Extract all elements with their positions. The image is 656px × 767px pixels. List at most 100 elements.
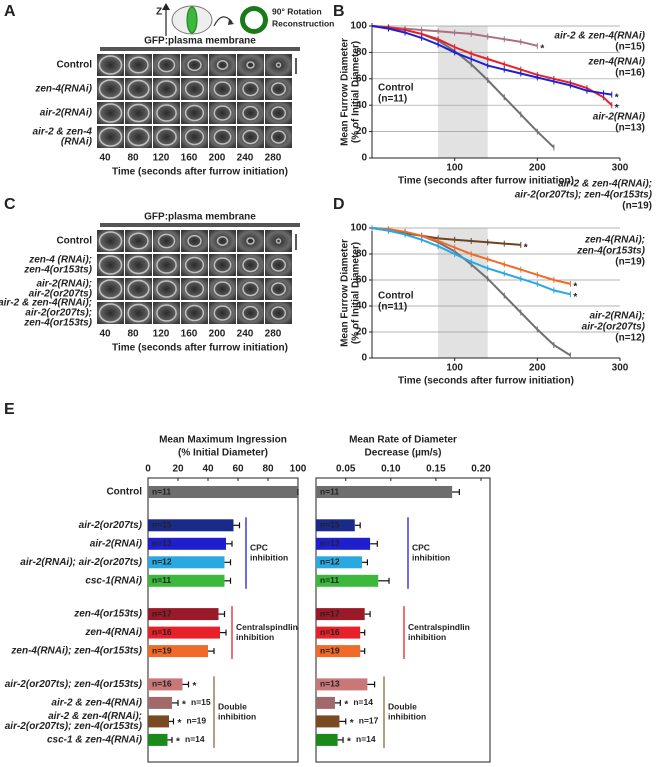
n-label: n=12 xyxy=(320,557,340,567)
series-line xyxy=(371,25,613,106)
furrow-ring xyxy=(213,129,232,145)
n-label: n=11 xyxy=(152,486,171,496)
n-label: n=19 xyxy=(187,716,207,726)
series-label: (n=11) xyxy=(378,94,407,105)
micrograph-cell xyxy=(237,54,264,76)
furrow-ring xyxy=(98,103,123,123)
x-tick-label: 20 xyxy=(172,464,184,475)
y-tick-label: 80 xyxy=(356,249,368,260)
group-label: inhibition xyxy=(218,711,256,721)
time-axis-label: Time (seconds after furrow initiation) xyxy=(112,343,288,354)
furrow-ring xyxy=(98,55,123,75)
micrograph-cell xyxy=(265,78,292,100)
furrow-ring xyxy=(213,81,232,97)
y-tick-label: 100 xyxy=(350,21,367,32)
micrograph-cell xyxy=(209,230,236,252)
micrograph-cell xyxy=(209,302,236,324)
significance: * xyxy=(178,718,182,729)
n-label: n=16 xyxy=(152,627,172,637)
micrograph-cell xyxy=(209,254,236,276)
furrow-ring xyxy=(128,232,149,250)
series-label: (n=19) xyxy=(615,257,645,268)
series-label: air-2 & zen-4(RNAi); xyxy=(558,179,652,190)
micrograph-cell xyxy=(125,78,152,100)
significance: * xyxy=(344,700,348,711)
series-label: air-2(RNAi); xyxy=(589,311,645,322)
furrow-ring xyxy=(242,305,259,321)
furrow-ring xyxy=(275,238,282,244)
n-label: n=11 xyxy=(320,575,339,585)
time-label: 120 xyxy=(153,153,170,164)
bar xyxy=(148,574,225,587)
furrow-ring xyxy=(246,237,255,245)
furrow-ring xyxy=(98,303,123,323)
micrograph-cell xyxy=(125,302,152,324)
header-bar xyxy=(100,47,300,51)
bar xyxy=(316,696,335,709)
bar xyxy=(316,556,362,569)
group-label: Centralspindlin xyxy=(236,622,298,632)
row-label: air-2(RNAi) xyxy=(40,108,93,119)
x-tick-label: 300 xyxy=(612,363,629,374)
furrow-ring xyxy=(127,103,150,123)
row-label: zen-4 (RNAi); xyxy=(28,255,92,266)
bar xyxy=(148,715,169,728)
furrow-ring xyxy=(98,127,123,147)
y-tick-label: 60 xyxy=(356,73,368,84)
x-tick-label: 100 xyxy=(446,363,463,374)
y-tick-label: 20 xyxy=(356,327,368,338)
furrow-ring xyxy=(216,236,229,246)
micrograph-cell xyxy=(125,102,152,124)
category-label: air-2 & zen-4(RNAi); xyxy=(48,711,142,722)
n-label: n=11 xyxy=(320,486,339,496)
bar xyxy=(148,645,208,658)
furrow-ring xyxy=(127,303,150,323)
series-label: Control xyxy=(378,291,414,302)
furrow-ring xyxy=(157,57,176,73)
time-label: 120 xyxy=(153,329,170,340)
series-label: air-2(or207ts); zen-4(or153ts) xyxy=(515,190,653,201)
x-tick-label: 60 xyxy=(232,464,244,475)
time-label: 200 xyxy=(209,153,226,164)
category-label: csc-1 & zen-4(RNAi) xyxy=(47,735,143,746)
n-label: n=16 xyxy=(152,679,172,689)
row-label: zen-4(or153ts) xyxy=(23,265,92,276)
micrograph-cell xyxy=(265,278,292,300)
furrow-ring xyxy=(270,130,287,144)
bar xyxy=(148,678,183,691)
n-label: n=16 xyxy=(320,627,340,637)
micrograph-cell xyxy=(97,102,124,124)
bar xyxy=(316,626,361,639)
micrograph-cell xyxy=(97,254,124,276)
furrow-ring xyxy=(156,128,177,146)
furrow-ring xyxy=(242,81,259,97)
x-tick-label: 300 xyxy=(612,163,629,174)
time-label: 40 xyxy=(99,153,111,164)
category-label: air-2(or207ts); zen-4(or153ts) xyxy=(5,721,143,732)
furrow-ring xyxy=(98,279,123,299)
furrow-ring xyxy=(98,231,123,251)
micrograph-cell xyxy=(97,54,124,76)
diagram-label: Z xyxy=(156,7,162,18)
time-label: 160 xyxy=(181,329,198,340)
micrograph-cell xyxy=(153,230,180,252)
micrograph-cell xyxy=(265,102,292,124)
furrow-ring xyxy=(270,258,287,272)
micrograph-cell xyxy=(265,254,292,276)
micrograph-cell xyxy=(237,278,264,300)
furrow-ring xyxy=(270,282,287,296)
significance: * xyxy=(193,681,197,692)
furrow-ring xyxy=(156,80,177,98)
bar xyxy=(148,519,234,532)
n-label: n=15 xyxy=(320,520,340,530)
micrograph-cell xyxy=(125,126,152,148)
n-label: n=14 xyxy=(185,734,205,744)
category-label: Control xyxy=(106,487,142,498)
bar xyxy=(148,537,226,550)
micrograph-cell xyxy=(125,278,152,300)
micrograph-cell xyxy=(97,126,124,148)
row-label: air-2(RNAi); xyxy=(36,279,92,290)
significance: * xyxy=(176,737,180,748)
micrograph-cell xyxy=(209,278,236,300)
image-header: GFP:plasma membrane xyxy=(144,212,256,223)
